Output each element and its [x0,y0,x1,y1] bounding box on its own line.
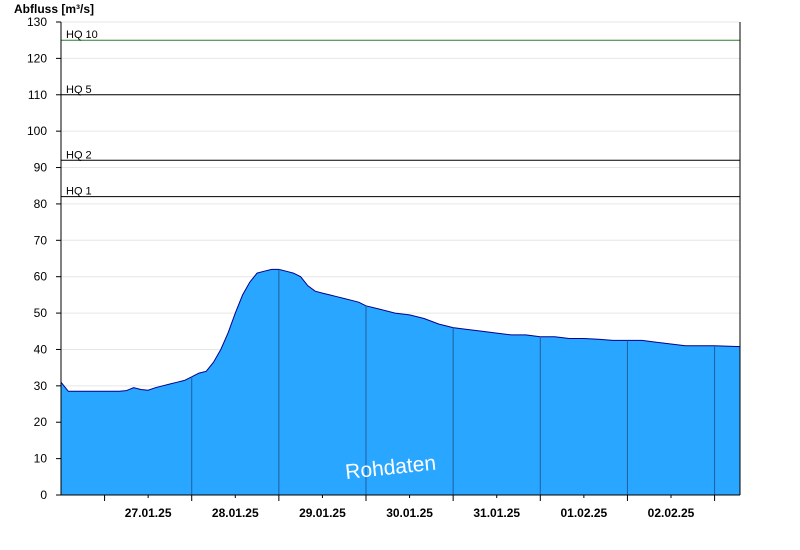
y-tick-label: 20 [34,415,48,429]
threshold-label: HQ 5 [66,84,92,96]
x-tick-label: 31.01.25 [473,506,520,520]
discharge-line [60,268,741,392]
x-tick-label: 28.01.25 [212,506,259,520]
axes [60,22,741,496]
y-tick-label: 50 [34,306,48,320]
threshold-lines: HQ 1 HQ 2 HQ 5 HQ 10 [61,29,740,198]
x-tick-label: 29.01.25 [299,506,346,520]
x-tick-label: 27.01.25 [125,506,172,520]
y-axis-label: Abfluss [m³/s] [14,2,94,16]
y-tick-label: 120 [27,51,47,65]
y-tick-label: 60 [34,270,48,284]
y-tick-label: 130 [27,15,47,29]
y-tick-label: 40 [34,342,48,356]
x-tick-labels: 27.01.25 28.01.25 29.01.25 30.01.25 31.01.25… [104,495,716,520]
threshold-label: HQ 10 [66,29,98,41]
x-tick-label: 30.01.25 [386,506,433,520]
y-tick-label: 30 [34,379,48,393]
y-tick-label: 90 [34,161,48,175]
y-tick-label: 110 [28,88,47,102]
threshold-label: HQ 1 [66,186,92,198]
day-separator-lines [191,269,716,495]
y-tick-label: 0 [40,488,47,502]
y-tick-labels: 0 10 20 30 40 50 60 70 80 90 100 110 120 130 [27,15,61,502]
x-tick-label: 02.02.25 [648,506,695,520]
x-tick-label: 01.02.25 [561,506,608,520]
y-tick-label: 10 [34,452,48,466]
y-tick-label: 100 [27,124,47,138]
y-tick-label: 70 [34,233,48,247]
threshold-label: HQ 2 [66,149,92,161]
y-tick-label: 80 [34,197,48,211]
